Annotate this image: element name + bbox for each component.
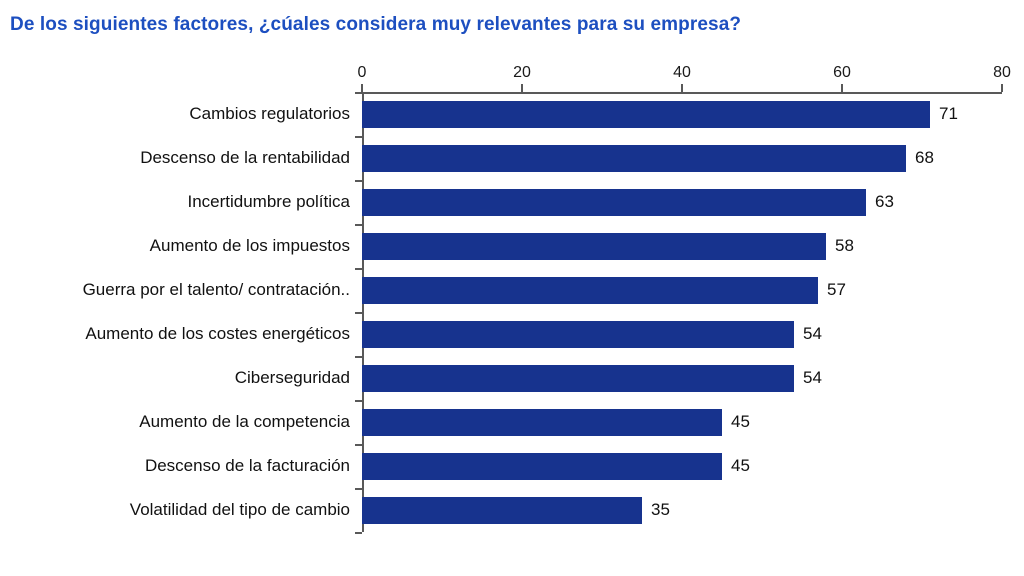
bar bbox=[362, 100, 930, 128]
y-axis-tick bbox=[355, 400, 362, 402]
x-axis-line bbox=[362, 92, 1002, 94]
bar bbox=[362, 188, 866, 216]
bar bbox=[362, 232, 826, 260]
x-axis-tick-label: 0 bbox=[357, 64, 367, 81]
bar-track: 68 bbox=[362, 136, 1002, 180]
y-axis-tick bbox=[355, 444, 362, 446]
bar-track: 71 bbox=[362, 92, 1002, 136]
chart-title: De los siguientes factores, ¿cúales cons… bbox=[10, 14, 742, 35]
bar-row: Descenso de la rentabilidad 68 bbox=[10, 136, 1014, 180]
y-axis-tick bbox=[355, 488, 362, 490]
bar-row: Cambios regulatorios 71 bbox=[10, 92, 1014, 136]
category-label: Cambios regulatorios bbox=[189, 104, 350, 123]
y-axis-tick bbox=[355, 356, 362, 358]
bar-track: 35 bbox=[362, 488, 1002, 532]
bar-track: 63 bbox=[362, 180, 1002, 224]
bar-track: 58 bbox=[362, 224, 1002, 268]
value-label: 58 bbox=[835, 236, 854, 255]
value-label: 71 bbox=[939, 104, 958, 123]
bar bbox=[362, 496, 642, 524]
category-label: Aumento de los impuestos bbox=[149, 236, 350, 255]
bar bbox=[362, 452, 722, 480]
x-axis-tick-label: 40 bbox=[673, 64, 691, 81]
bar-track: 45 bbox=[362, 400, 1002, 444]
x-axis-tick-label: 60 bbox=[833, 64, 851, 81]
y-axis-tick bbox=[355, 92, 362, 94]
value-label: 54 bbox=[803, 368, 822, 387]
bar-row: Ciberseguridad 54 bbox=[10, 356, 1014, 400]
value-label: 63 bbox=[875, 192, 894, 211]
value-label: 57 bbox=[827, 280, 846, 299]
bar bbox=[362, 320, 794, 348]
y-axis-tick bbox=[355, 180, 362, 182]
y-axis-line bbox=[362, 92, 364, 532]
chart-page: De los siguientes factores, ¿cúales cons… bbox=[10, 14, 1014, 534]
x-axis-tick-label: 20 bbox=[513, 64, 531, 81]
value-label: 54 bbox=[803, 324, 822, 343]
x-axis-tick bbox=[1001, 84, 1003, 92]
bar bbox=[362, 144, 906, 172]
y-axis-tick bbox=[355, 224, 362, 226]
y-axis-tick bbox=[355, 136, 362, 138]
value-label: 45 bbox=[731, 456, 750, 475]
bar-row: Volatilidad del tipo de cambio 35 bbox=[10, 488, 1014, 532]
x-axis-tick-label: 80 bbox=[993, 64, 1011, 81]
x-axis-tick bbox=[681, 84, 683, 92]
value-label: 35 bbox=[651, 500, 670, 519]
category-label: Volatilidad del tipo de cambio bbox=[129, 500, 350, 519]
bar-row: Descenso de la facturación 45 bbox=[10, 444, 1014, 488]
category-label: Incertidumbre política bbox=[187, 192, 350, 211]
x-axis-tick bbox=[521, 84, 523, 92]
y-axis-tick bbox=[355, 268, 362, 270]
bar-track: 45 bbox=[362, 444, 1002, 488]
bar-row: Guerra por el talento/ contratación.. 57 bbox=[10, 268, 1014, 312]
bar-rows: Cambios regulatorios 71 Descenso de la ren… bbox=[10, 92, 1014, 532]
value-label: 45 bbox=[731, 412, 750, 431]
x-axis-tick bbox=[841, 84, 843, 92]
category-label: Descenso de la rentabilidad bbox=[140, 148, 350, 167]
bar-chart: 0 20 40 60 80 Cambios regulatorios 71 Descenso… bbox=[10, 62, 1014, 534]
category-label: Ciberseguridad bbox=[234, 368, 350, 387]
bar-track: 54 bbox=[362, 312, 1002, 356]
bar-row: Aumento de los costes energéticos 54 bbox=[10, 312, 1014, 356]
category-label: Aumento de la competencia bbox=[139, 412, 350, 431]
bar-row: Aumento de los impuestos 58 bbox=[10, 224, 1014, 268]
bar-row: Incertidumbre política 63 bbox=[10, 180, 1014, 224]
y-axis-tick bbox=[355, 312, 362, 314]
bar-row: Aumento de la competencia 45 bbox=[10, 400, 1014, 444]
category-label: Guerra por el talento/ contratación.. bbox=[82, 280, 350, 299]
category-label: Descenso de la facturación bbox=[144, 456, 350, 475]
bar bbox=[362, 364, 794, 392]
bar-track: 54 bbox=[362, 356, 1002, 400]
y-axis-tick bbox=[355, 532, 362, 534]
bar-track: 57 bbox=[362, 268, 1002, 312]
x-axis-tick bbox=[361, 84, 363, 92]
bar bbox=[362, 276, 818, 304]
value-label: 68 bbox=[915, 148, 934, 167]
category-label: Aumento de los costes energéticos bbox=[85, 324, 350, 343]
x-axis: 0 20 40 60 80 bbox=[358, 62, 1011, 92]
bar bbox=[362, 408, 722, 436]
